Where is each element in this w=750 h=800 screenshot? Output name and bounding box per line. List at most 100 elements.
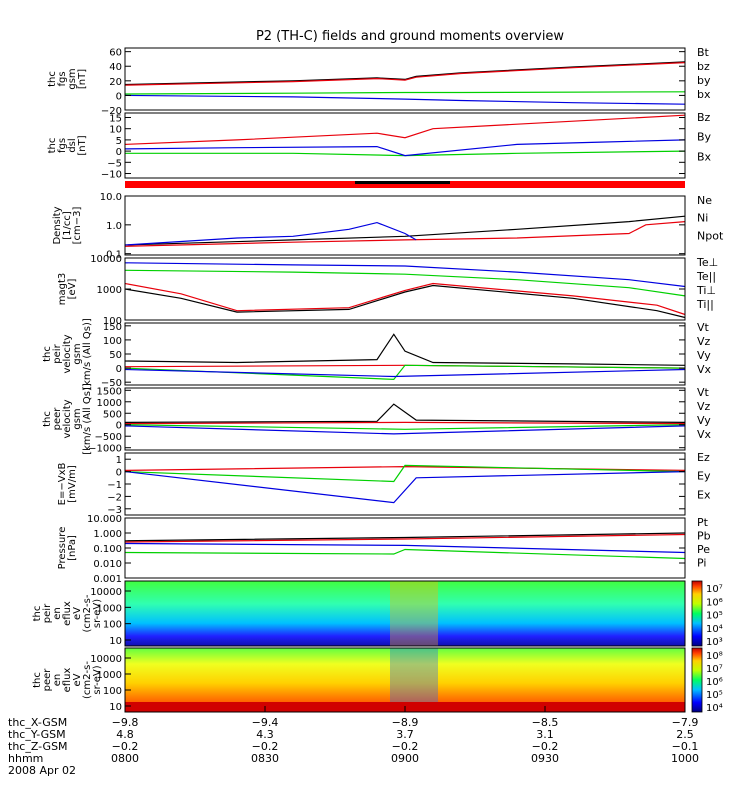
series-line-red xyxy=(124,114,686,145)
x-tick-x-gsm: −9.8 xyxy=(112,716,139,729)
y-tick-label: 1000 xyxy=(97,285,122,296)
spectrogram-disturbance xyxy=(390,648,438,712)
y-axis-label-line: (cm2-s- xyxy=(82,661,93,699)
spectrogram-disturbance xyxy=(390,581,438,646)
x-tick-x-gsm: −7.9 xyxy=(672,716,699,729)
y-tick-label: 0 xyxy=(116,364,122,375)
y-axis-label-line: [1/cc] xyxy=(62,211,73,240)
y-axis-label-line: gsm xyxy=(67,68,78,89)
y-axis-label-line: peir xyxy=(52,343,63,363)
y-axis-label-line: thc xyxy=(47,71,58,87)
x-tick-y-gsm: 4.3 xyxy=(256,728,274,741)
series-line-blue xyxy=(124,542,686,554)
y-tick-label: 100 xyxy=(103,620,122,631)
y-tick-label: 1.000 xyxy=(93,529,122,540)
panel-efield: 1 0−1−2 −3 Ez Ey Ex E=−VxB [mV/m] xyxy=(57,451,711,516)
y-tick-label: 0 xyxy=(116,147,122,158)
y-tick-label: 10.000 xyxy=(87,514,122,525)
series-line-black xyxy=(124,215,686,246)
y-tick-label: −2 xyxy=(107,492,122,503)
legend-entry: Vt xyxy=(697,386,710,399)
y-tick-label: 60 xyxy=(109,48,122,59)
y-tick-label: 500 xyxy=(103,409,122,420)
y-axis-label: E=−VxB [mV/m] xyxy=(57,463,78,506)
x-tick-hhmm: 1000 xyxy=(671,752,699,765)
y-axis-label-line: peir xyxy=(42,603,53,623)
colorbar-tick-label: 10⁷ xyxy=(706,664,723,675)
y-axis-label-line: E=−VxB xyxy=(57,463,68,506)
y-tick-label: 0.1 xyxy=(106,250,122,261)
y-tick-label: −3 xyxy=(107,505,122,516)
series-line-blue xyxy=(124,471,686,504)
y-tick-label: 10 xyxy=(109,636,122,647)
legend-entry: Pt xyxy=(697,516,709,529)
series-line-green xyxy=(124,364,686,381)
series-line-blue xyxy=(124,425,686,435)
y-axis-label-line: en xyxy=(52,674,63,687)
legend-entry: Bx xyxy=(697,150,712,163)
legend-entry: Ex xyxy=(697,488,711,501)
y-tick-label: 1000 xyxy=(97,603,122,614)
y-tick-label: 5 xyxy=(116,136,122,147)
quality-flag-black xyxy=(355,181,450,184)
legend-entry: bx xyxy=(697,88,711,101)
x-tick-y-gsm: 2.5 xyxy=(676,728,694,741)
colorbar-tick-label: 10⁴ xyxy=(706,624,723,635)
colorbar-tick-label: 10⁶ xyxy=(706,597,723,608)
colorbar-tick-label: 10⁷ xyxy=(706,584,723,595)
y-tick-label: 1500 xyxy=(97,386,122,397)
series-line-blue xyxy=(124,221,417,246)
y-axis-label-line: thc xyxy=(32,672,43,688)
series-line-green xyxy=(124,464,686,483)
x-tick-z-gsm: −0.2 xyxy=(252,740,279,753)
y-axis-label-line: (cm2-s- xyxy=(82,594,93,632)
series-line-black xyxy=(124,61,686,86)
legend-entry: Vt xyxy=(697,321,710,334)
panel-peer_eflux: 10⁸ 10⁷ 10⁶ 10⁵ 10⁴ 10000 1000 100 10 thc peer en ef… xyxy=(32,647,723,714)
panel-frame xyxy=(124,580,686,647)
x-tick-hhmm: 0800 xyxy=(111,752,139,765)
x-tick-z-gsm: −0.2 xyxy=(532,740,559,753)
y-tick-label: 50 xyxy=(109,350,122,361)
y-axis-label: Pressure [nPa] xyxy=(57,527,78,570)
panel-density: 10.0 1.0 0.1 Ne Ni Npot Density [1/cc] [cm−3] xyxy=(52,192,724,261)
y-tick-label: 0.010 xyxy=(93,559,122,570)
y-axis-label-line: eV xyxy=(72,607,83,620)
colorbar-tick-label: 10⁴ xyxy=(706,703,723,714)
y-tick-label: −10 xyxy=(101,170,122,181)
y-axis-label-line: thc xyxy=(42,346,53,362)
legend-entry: Vx xyxy=(697,428,712,441)
y-tick-label: 0 xyxy=(116,421,122,432)
series-line-black xyxy=(124,532,686,542)
panel-frame xyxy=(124,452,686,516)
series-line-black xyxy=(124,284,686,319)
y-tick-label: 0 xyxy=(116,91,122,102)
legend-entry: Bt xyxy=(697,46,710,59)
y-axis-label-line: [mV/m] xyxy=(67,465,78,503)
panel-frame xyxy=(124,47,686,111)
x-tick-z-gsm: −0.2 xyxy=(112,740,139,753)
y-tick-label: 10.0 xyxy=(100,192,122,203)
spectrogram-peer_eflux xyxy=(125,648,685,712)
legend-entry: Pb xyxy=(697,530,711,543)
x-tick-x-gsm: −9.4 xyxy=(252,716,279,729)
legend-entry: Bz xyxy=(697,111,711,124)
x-tick-x-gsm: −8.9 xyxy=(392,716,419,729)
y-tick-label: 10 xyxy=(109,125,122,136)
series-line-blue xyxy=(124,262,686,288)
y-tick-label: 40 xyxy=(109,62,122,73)
y-tick-label: 1 xyxy=(116,455,122,466)
panel-frame xyxy=(124,387,686,451)
x-row-label: thc_Y-GSM xyxy=(8,728,66,741)
y-tick-label: 1.0 xyxy=(106,221,122,232)
y-axis-label-line: sr-eV) xyxy=(92,599,103,628)
y-tick-label: 1000 xyxy=(97,398,122,409)
y-tick-label: 1000 xyxy=(97,670,122,681)
x-tick-x-gsm: −8.5 xyxy=(532,716,559,729)
legend-entry: By xyxy=(697,131,712,144)
x-tick-hhmm: 0830 xyxy=(251,752,279,765)
